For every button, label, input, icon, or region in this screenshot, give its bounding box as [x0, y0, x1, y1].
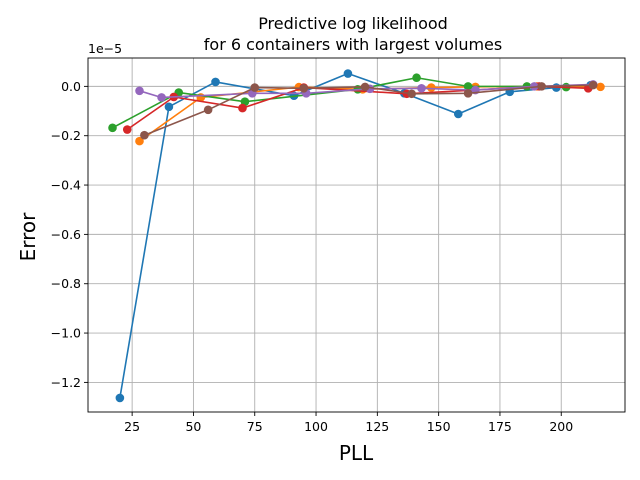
chart-title-line-1: Predictive log likelihood	[258, 14, 448, 33]
x-axis-label: PLL	[339, 441, 374, 465]
data-point	[108, 123, 117, 133]
y-axis-label: Error	[16, 212, 40, 262]
y-tick-label: −0.8	[51, 276, 81, 291]
data-point	[238, 103, 247, 113]
x-tick-label: 125	[365, 419, 389, 434]
x-tick-label: 175	[488, 419, 512, 434]
chart-title-line-2: for 6 containers with largest volumes	[204, 35, 502, 54]
data-point	[157, 93, 166, 102]
data-point	[596, 82, 605, 92]
data-point	[417, 84, 426, 93]
data-point	[140, 130, 149, 140]
data-point	[463, 82, 473, 91]
data-point	[588, 80, 598, 90]
data-point	[453, 109, 463, 119]
x-tick-label: 25	[124, 419, 140, 434]
data-point	[299, 84, 309, 93]
data-point	[343, 69, 353, 78]
data-point	[537, 82, 546, 91]
data-point	[426, 83, 436, 92]
series-layer	[108, 69, 605, 403]
series-line	[119, 72, 591, 399]
y-tick-label: −1.0	[51, 326, 81, 341]
data-point	[412, 73, 421, 83]
data-point	[463, 88, 473, 98]
plot-frame	[87, 57, 626, 413]
data-point	[135, 136, 144, 146]
tick-layer: 25 50 75 100 125 150 175 200 −1.2 −1.0 −0.8 −0.6 −0.…	[51, 79, 574, 434]
y-offset-label: 1e−5	[88, 41, 122, 56]
data-point	[122, 125, 132, 134]
data-point	[360, 82, 370, 92]
y-tick-label: −0.4	[51, 178, 81, 193]
y-tick-label: −1.2	[51, 375, 81, 390]
y-tick-label: −0.6	[51, 227, 81, 242]
data-point	[250, 83, 260, 92]
data-point	[211, 77, 220, 87]
y-tick-label: −0.2	[51, 128, 81, 143]
series-6	[140, 80, 598, 140]
grid-layer	[88, 58, 625, 412]
data-point	[203, 105, 213, 115]
data-point	[135, 86, 144, 96]
data-point	[164, 102, 174, 112]
x-tick-label: 150	[427, 419, 451, 434]
x-tick-label: 50	[185, 419, 201, 434]
x-tick-label: 100	[304, 419, 328, 434]
x-tick-label: 75	[247, 419, 263, 434]
y-tick-label: 0.0	[61, 79, 81, 94]
x-tick-label: 200	[549, 419, 573, 434]
data-point	[115, 393, 125, 403]
series-1	[115, 69, 595, 403]
series-line	[112, 76, 567, 129]
data-point	[407, 89, 416, 99]
